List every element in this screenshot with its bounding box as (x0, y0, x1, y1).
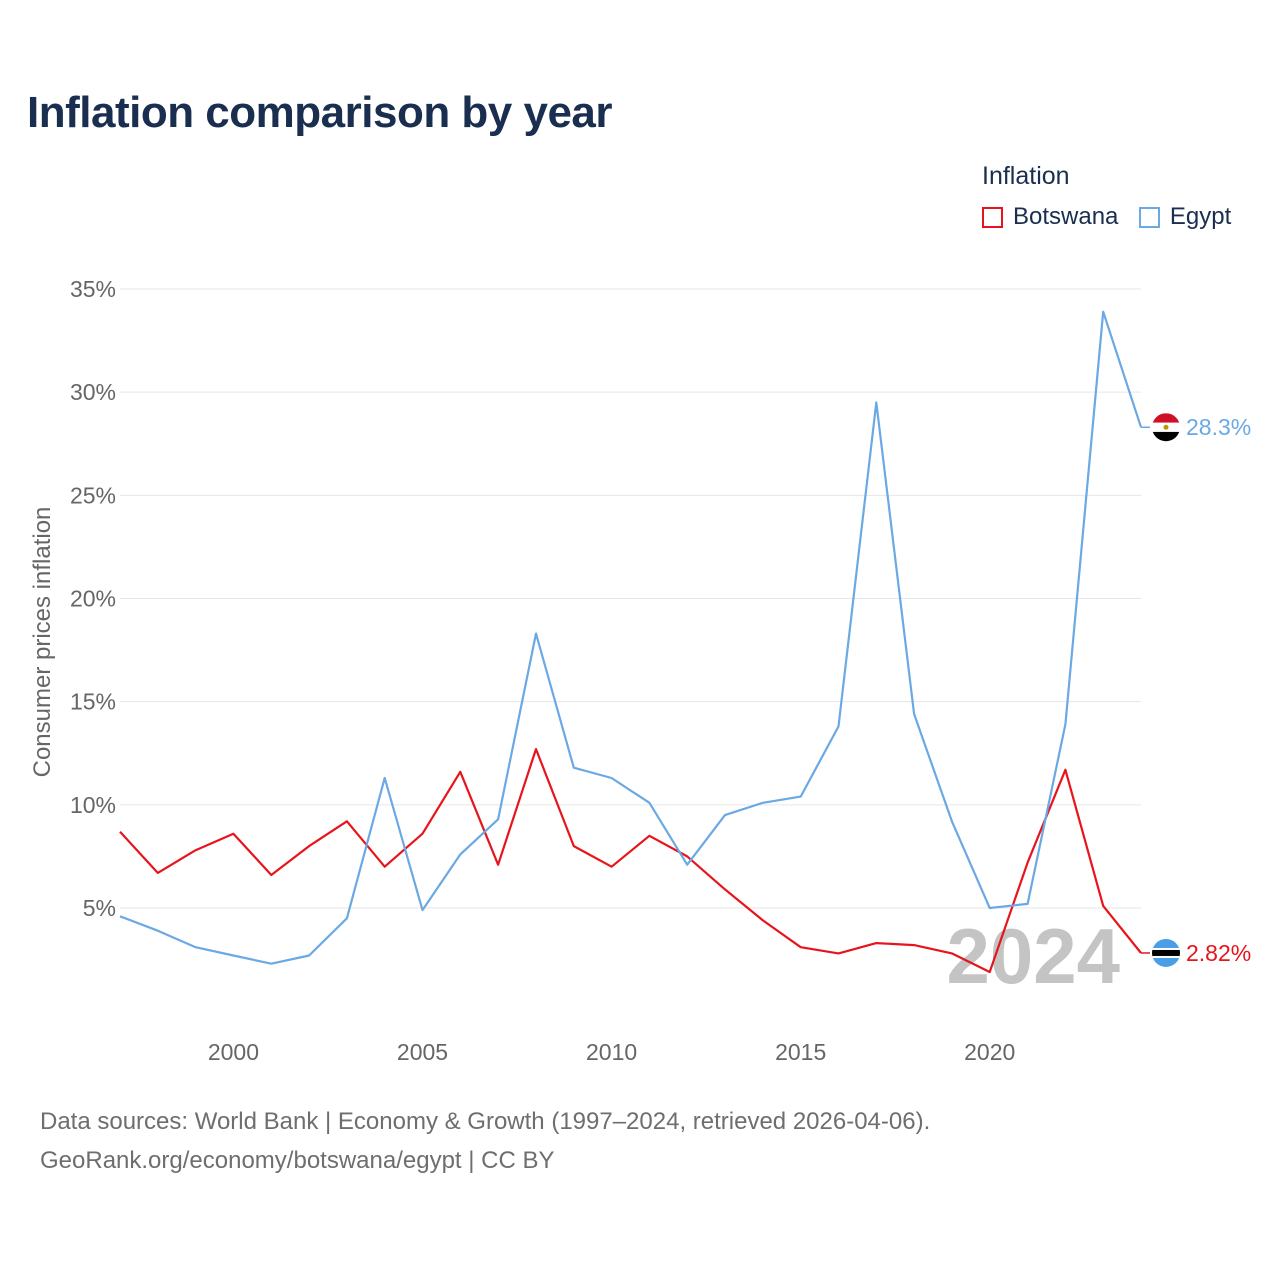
y-tick-label-30: 30% (70, 379, 116, 405)
end-label-botswana: 2.82% (1186, 940, 1251, 966)
footer-credit[interactable]: GeoRank.org/economy/botswana/egypt | CC … (40, 1147, 555, 1174)
legend-label-botswana: Botswana (1013, 203, 1119, 230)
y-tick-label-25: 25% (70, 482, 116, 508)
y-tick-label-15: 15% (70, 689, 116, 715)
series-line-egypt (119, 310, 1143, 965)
y-tick-label-5: 5% (83, 895, 116, 921)
legend-item-egypt[interactable]: Egypt (1138, 203, 1232, 231)
y-axis-title: Consumer prices inflation (29, 507, 56, 778)
y-tick-label-20: 20% (70, 586, 116, 612)
x-tick-label-2015: 2015 (775, 1039, 826, 1065)
line-chart: 5% 10% 15% 20% 25% 30% 35% 2000 2005 2010 2015 2020… (29, 276, 1251, 1065)
footer-source: Data sources: World Bank | Economy & Gro… (40, 1108, 931, 1135)
series-line-botswana (119, 747, 1142, 974)
x-tick-label-2005: 2005 (397, 1039, 448, 1065)
legend-item-botswana[interactable]: Botswana (982, 203, 1118, 231)
end-label-egypt: 28.3% (1186, 414, 1251, 440)
legend-swatch-egypt (1138, 206, 1160, 228)
legend-label-egypt: Egypt (1169, 203, 1232, 230)
legend: Inflation Botswana Egypt (982, 162, 1231, 233)
y-tick-label-10: 10% (70, 792, 116, 818)
legend-swatch-botswana (982, 206, 1003, 228)
chart-title: Inflation comparison by year (27, 88, 613, 137)
y-tick-label-35: 35% (70, 276, 116, 302)
legend-title: Inflation (982, 162, 1070, 190)
egypt-flag-icon (1152, 413, 1180, 442)
x-tick-label-2020: 2020 (964, 1039, 1015, 1065)
botswana-flag-icon (1152, 938, 1180, 967)
x-tick-label-2000: 2000 (208, 1039, 259, 1065)
x-tick-label-2010: 2010 (586, 1039, 637, 1065)
year-watermark: 2024 (946, 912, 1120, 1000)
